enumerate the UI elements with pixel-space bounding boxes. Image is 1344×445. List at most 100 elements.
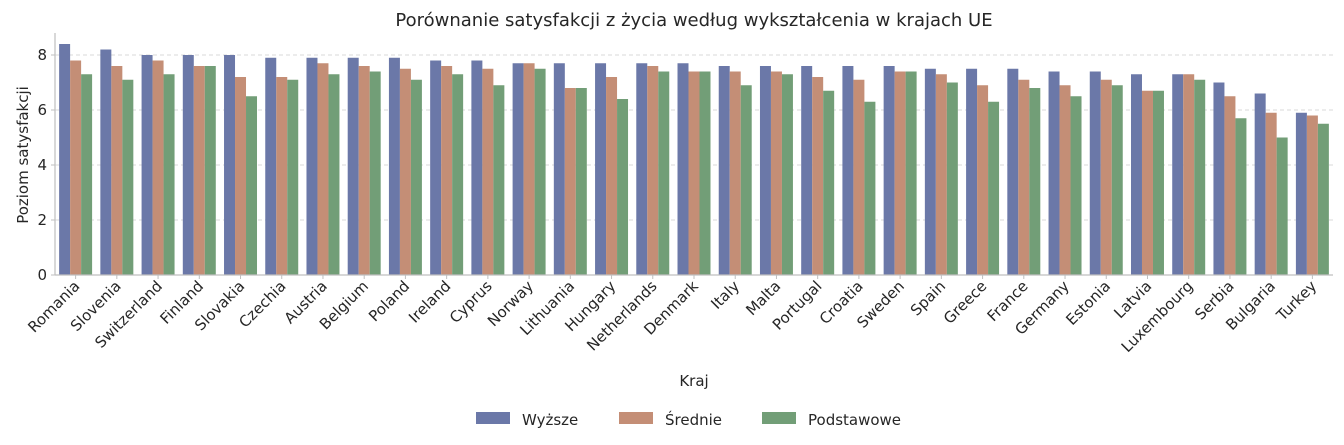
bar	[740, 85, 752, 275]
bar	[924, 68, 936, 275]
x-tick-label: Poland	[365, 277, 413, 325]
bar	[493, 85, 505, 275]
bar	[306, 57, 318, 275]
bar	[410, 79, 422, 275]
bar	[699, 71, 711, 275]
x-tick-label: Greece	[940, 277, 990, 327]
x-tick-label: Estonia	[1062, 277, 1114, 329]
bar	[388, 57, 400, 275]
bar	[182, 55, 194, 275]
bar	[729, 71, 741, 275]
bar	[193, 66, 205, 275]
bars	[59, 44, 1329, 275]
bar	[905, 71, 917, 275]
bar	[636, 63, 648, 275]
bar	[122, 79, 134, 275]
y-axis-label: Poziom satysfakcji	[14, 86, 32, 224]
bar	[204, 66, 216, 275]
bar	[141, 55, 153, 275]
bar	[276, 77, 288, 275]
bar	[1130, 74, 1142, 275]
bar	[111, 66, 123, 275]
bar	[1276, 137, 1288, 275]
bar	[864, 101, 876, 275]
bar	[1007, 68, 1019, 275]
x-tick-label: Turkey	[1272, 277, 1320, 325]
bar	[564, 88, 576, 275]
bar	[523, 63, 535, 275]
bar	[246, 96, 258, 275]
bar	[823, 90, 835, 275]
bar	[853, 79, 865, 275]
legend: Wyższe Średnie Podstawowe	[476, 410, 901, 429]
bar	[512, 63, 524, 275]
bar	[1029, 88, 1041, 275]
bar	[358, 66, 370, 275]
bar	[1018, 79, 1030, 275]
bar	[287, 79, 299, 275]
bar	[1295, 112, 1307, 275]
bar	[781, 74, 793, 275]
bar	[1194, 79, 1206, 275]
bar	[770, 71, 782, 275]
bar	[471, 60, 483, 275]
legend-swatch	[619, 412, 653, 424]
bar	[812, 77, 824, 275]
bar	[452, 74, 464, 275]
x-tick-label: Ireland	[405, 277, 454, 326]
bar	[1254, 93, 1266, 275]
legend-label: Podstawowe	[808, 411, 901, 429]
bar	[935, 74, 947, 275]
bar	[759, 66, 771, 275]
bar	[883, 66, 895, 275]
y-ticks: 0 2 4 6 8	[37, 46, 55, 284]
bar	[1152, 90, 1164, 275]
bar	[1141, 90, 1153, 275]
legend-swatch	[762, 412, 796, 424]
bar	[658, 71, 670, 275]
bar	[534, 68, 546, 275]
bar	[224, 55, 236, 275]
y-tick-label: 2	[37, 211, 47, 229]
bar	[1111, 85, 1123, 275]
bar	[100, 49, 112, 275]
y-tick-label: 8	[37, 46, 47, 64]
bar	[430, 60, 442, 275]
x-axis-label: Kraj	[679, 372, 708, 390]
bar	[553, 63, 565, 275]
bar	[946, 82, 958, 275]
legend-swatch	[476, 412, 510, 424]
bar	[718, 66, 730, 275]
bar	[977, 85, 989, 275]
bar	[399, 68, 411, 275]
bar	[59, 44, 71, 275]
bar	[677, 63, 689, 275]
bar	[842, 66, 854, 275]
bar	[575, 88, 587, 275]
x-tick-label: Italy	[707, 277, 743, 313]
bar	[265, 57, 277, 275]
bar	[1224, 96, 1236, 275]
bar	[988, 101, 1000, 275]
bar	[347, 57, 359, 275]
bar	[1317, 123, 1329, 275]
bar	[595, 63, 607, 275]
bar	[647, 66, 659, 275]
bar	[688, 71, 700, 275]
bar	[1048, 71, 1060, 275]
y-tick-label: 6	[37, 101, 47, 119]
y-tick-label: 0	[37, 266, 47, 284]
bar	[606, 77, 618, 275]
bar	[235, 77, 247, 275]
bar	[81, 74, 93, 275]
bar	[1100, 79, 1112, 275]
bar	[1089, 71, 1101, 275]
legend-label: Średnie	[665, 410, 722, 429]
bar	[482, 68, 494, 275]
bar	[163, 74, 175, 275]
bar	[801, 66, 813, 275]
chart-title: Porównanie satysfakcji z życia według wy…	[395, 10, 992, 31]
bar	[1265, 112, 1277, 275]
bar	[70, 60, 82, 275]
